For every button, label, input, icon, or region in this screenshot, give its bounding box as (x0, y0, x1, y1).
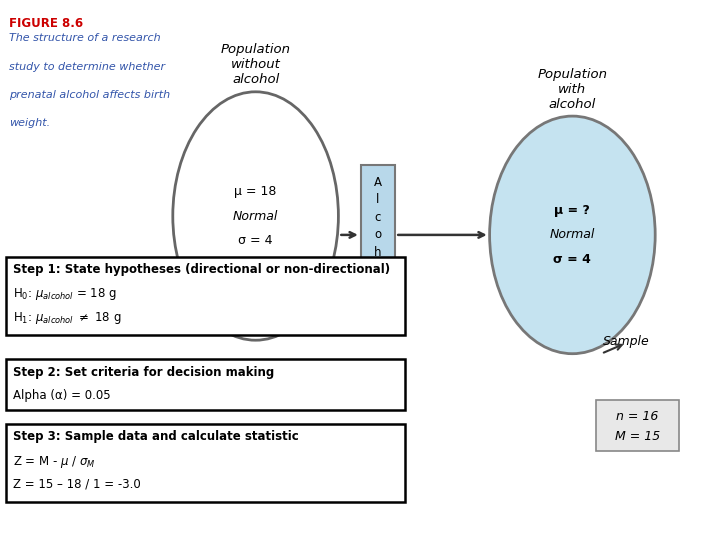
Text: n = 16: n = 16 (616, 409, 659, 422)
Text: Step 2: Set criteria for decision making: Step 2: Set criteria for decision making (13, 366, 274, 379)
Text: Z = 15 – 18 / 1 = -3.0: Z = 15 – 18 / 1 = -3.0 (13, 478, 140, 491)
Text: Normal: Normal (549, 228, 595, 241)
Text: Sample: Sample (603, 335, 649, 348)
Text: study to determine whether: study to determine whether (9, 62, 165, 72)
FancyBboxPatch shape (6, 256, 405, 335)
FancyBboxPatch shape (6, 359, 405, 410)
Text: Step 1: State hypotheses (directional or non-directional): Step 1: State hypotheses (directional or… (13, 263, 390, 276)
FancyBboxPatch shape (596, 400, 679, 451)
Text: o: o (374, 264, 382, 276)
Ellipse shape (173, 92, 338, 340)
Text: Normal: Normal (233, 210, 279, 222)
Text: σ = 4: σ = 4 (238, 234, 273, 247)
Text: Step 3: Sample data and calculate statistic: Step 3: Sample data and calculate statis… (13, 430, 299, 443)
Text: A: A (374, 176, 382, 189)
Ellipse shape (490, 116, 655, 354)
Text: weight.: weight. (9, 118, 50, 128)
Text: σ = 4: σ = 4 (554, 253, 591, 266)
Text: Population
without
alcohol: Population without alcohol (220, 43, 291, 86)
Text: l: l (377, 281, 379, 294)
Text: Alpha (α) = 0.05: Alpha (α) = 0.05 (13, 389, 111, 402)
Text: FIGURE 8.6: FIGURE 8.6 (9, 17, 83, 30)
Text: The structure of a research: The structure of a research (9, 33, 161, 44)
Text: c: c (375, 211, 381, 224)
Text: h: h (374, 246, 382, 259)
Text: prenatal alcohol affects birth: prenatal alcohol affects birth (9, 90, 170, 100)
Text: H$_1$: $\mu_{alcohol}$ $\neq$ 18 g: H$_1$: $\mu_{alcohol}$ $\neq$ 18 g (13, 310, 122, 327)
Text: Z = M - $\mu$ / $\sigma_M$: Z = M - $\mu$ / $\sigma_M$ (13, 454, 96, 470)
Text: H$_0$: $\mu_{alcohol}$ = 18 g: H$_0$: $\mu_{alcohol}$ = 18 g (13, 286, 117, 302)
FancyBboxPatch shape (361, 165, 395, 305)
Text: M = 15: M = 15 (615, 430, 660, 443)
Text: o: o (374, 228, 382, 241)
Text: Population
with
alcohol: Population with alcohol (537, 68, 608, 111)
Text: μ = 18: μ = 18 (235, 185, 276, 198)
FancyBboxPatch shape (6, 424, 405, 502)
Text: l: l (377, 193, 379, 206)
Text: μ = ?: μ = ? (554, 204, 590, 217)
